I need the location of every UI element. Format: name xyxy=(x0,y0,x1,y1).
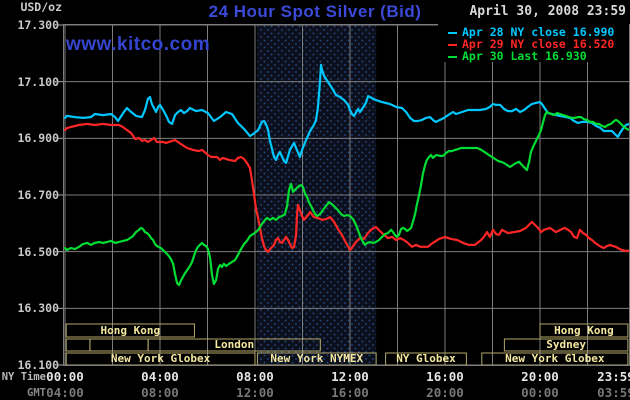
x-tick-label-gmt: 08:00 xyxy=(141,385,179,400)
session-label: London xyxy=(214,338,254,351)
price-line-apr28 xyxy=(63,63,630,165)
legend-label: Apr 29 NY close 16.520 xyxy=(462,37,615,51)
legend-label: Apr 30 Last 16.930 xyxy=(462,49,587,63)
y-tick-label: 16.700 xyxy=(17,187,59,202)
x-tick-label-gmt: 04:00 xyxy=(46,385,84,400)
y-tick-label: 17.100 xyxy=(17,74,59,89)
line-dash-icon xyxy=(448,44,457,46)
session-box xyxy=(539,323,629,338)
x-tick-label-ny: 04:00 xyxy=(141,369,179,384)
x-tick-label-gmt: 20:00 xyxy=(426,385,464,400)
x-tick-label-ny: 00:00 xyxy=(46,369,84,384)
session-box xyxy=(147,338,321,352)
x-tick-label-ny: 23:59 xyxy=(597,369,630,384)
y-tick-label: 16.300 xyxy=(17,301,59,316)
y-tick-label: 16.500 xyxy=(17,244,59,259)
session-label: NY Globex xyxy=(396,352,456,365)
session-label: New York NYMEX xyxy=(270,352,363,365)
units-label: USD/oz xyxy=(20,0,62,14)
legend-item-apr30: Apr 30 Last 16.930 xyxy=(448,49,629,63)
y-tick-label: 17.300 xyxy=(17,18,59,32)
x-tick-label-gmt: 00:00 xyxy=(521,385,559,400)
price-line-apr29 xyxy=(63,122,630,253)
x-tick-label-gmt: 12:00 xyxy=(236,385,274,400)
session-box xyxy=(89,338,149,352)
line-dash-icon xyxy=(448,56,457,58)
price-line-apr30 xyxy=(63,110,630,287)
session-label: Hong Kong xyxy=(554,324,614,337)
x-tick-label-gmt: 03:59 xyxy=(597,385,630,400)
kitco-watermark: www.kitco.com xyxy=(66,34,211,55)
session-box xyxy=(65,338,91,352)
x-tick-label-ny: 16:00 xyxy=(426,369,464,384)
chart-datetime: April 30, 2008 23:59 xyxy=(469,4,626,19)
legend-item-apr28: Apr 28 NY close 16.990 xyxy=(448,25,629,39)
session-label: New York Globex xyxy=(505,352,605,365)
line-dash-icon xyxy=(448,32,457,34)
legend: Apr 28 NY close 16.990 Apr 29 NY close 1… xyxy=(438,24,629,63)
x-tick-label-ny: 20:00 xyxy=(521,369,559,384)
y-tick-label: 16.900 xyxy=(17,131,59,146)
legend-label: Apr 28 NY close 16.990 xyxy=(462,25,615,39)
y-tick-label: 16.100 xyxy=(17,357,59,372)
session-label: New York Globex xyxy=(111,352,211,365)
x-tick-label-ny: 08:00 xyxy=(236,369,274,384)
x-tick-label-gmt: 16:00 xyxy=(331,385,369,400)
x-tick-label-ny: 12:00 xyxy=(331,369,369,384)
ny-time-label: NY Time xyxy=(1,371,46,383)
session-box xyxy=(65,323,195,338)
session-box xyxy=(503,338,629,352)
session-label: Sydney xyxy=(546,338,586,351)
page-title: 24 Hour Spot Silver (Bid) xyxy=(208,2,422,21)
session-label: Hong Kong xyxy=(101,324,161,337)
legend-item-apr29: Apr 29 NY close 16.520 xyxy=(448,37,629,51)
gmt-label: GMT xyxy=(27,387,46,399)
